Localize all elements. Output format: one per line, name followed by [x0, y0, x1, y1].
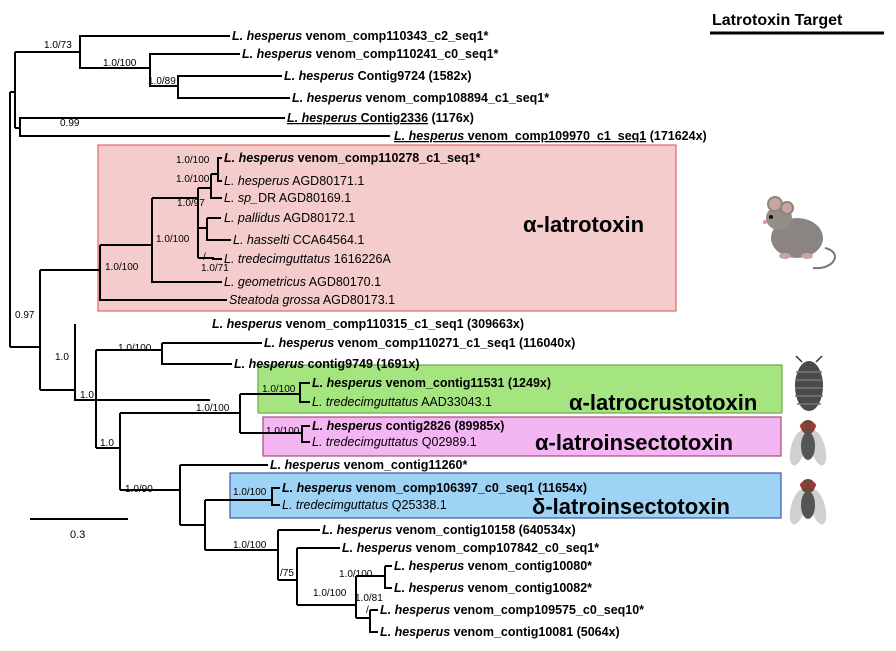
support-value: 1.0/81	[355, 593, 383, 604]
group-box-alpha-latrotoxin	[97, 144, 677, 312]
support-value: 1.0/71	[201, 263, 229, 274]
leaf-label: L. hesperus Contig9724 (1582x)	[284, 69, 472, 83]
leaf-label: L. hesperus venom_contig10158 (640534x)	[322, 523, 576, 537]
group-label-alpha-latrotoxin: α-latrotoxin	[523, 212, 644, 237]
support-value: 0.97	[15, 310, 35, 321]
leaf-label: L. hesperus AGD80171.1	[224, 174, 364, 188]
leaf-label: L. hesperus venom_comp110315_c1_seq1 (30…	[212, 317, 524, 331]
leaf-label: L. hesperus venom_comp109970_c1_seq1 (17…	[394, 129, 707, 143]
leaf-label: L. hesperus venom_comp110278_c1_seq1*	[224, 151, 481, 165]
support-value: 1.0/89	[148, 76, 176, 87]
leaf-label: L. hesperus venom_comp108894_c1_seq1*	[292, 91, 549, 105]
support-value: 1.0/73	[44, 40, 72, 51]
leaf-label: L. hesperus venom_comp107842_c0_seq1*	[342, 541, 599, 555]
support-value: 1.0/90	[125, 484, 153, 495]
support-value: 1.0	[80, 390, 94, 401]
group-box-alpha-latroinsectotoxin	[262, 416, 782, 457]
leaf-label: L. hesperus venom_contig11260*	[270, 458, 467, 472]
support-value: 1.0/100	[313, 588, 347, 599]
leaf-label: L. tredecimguttatus AAD33043.1	[312, 395, 492, 409]
group-label-alpha-latroinsectotoxin: α-latroinsectotoxin	[535, 430, 733, 455]
support-value: 0.99	[60, 118, 80, 129]
support-value: 1.0	[100, 438, 114, 449]
support-value: 1.0/100	[196, 403, 230, 414]
support-value: 1.0/100	[266, 426, 300, 437]
support-value: 1.0/100	[233, 540, 267, 551]
leaf-label: L. hesperus venom_contig10081 (5064x)	[380, 625, 620, 639]
leaf-label: L. hesperus Contig2336 (1176x)	[287, 111, 474, 125]
leaf-labels: L. hesperus venom_comp110343_c2_seq1* L.…	[212, 29, 707, 639]
fly-icon	[789, 420, 827, 466]
support-value: /	[203, 252, 206, 263]
support-value: 1.0/97	[177, 198, 205, 209]
leaf-label: L. hesperus venom_contig10080*	[394, 559, 592, 573]
leaf-label: L. hesperus venom_comp109575_c0_seq10*	[380, 603, 644, 617]
leaf-label: L. hesperus contig9749 (1691x)	[234, 357, 420, 371]
leaf-label: L. hesperus contig2826 (89985x)	[312, 419, 504, 433]
leaf-label: L. geometricus AGD80170.1	[224, 275, 381, 289]
support-value: 1.0	[55, 352, 69, 363]
mouse-icon	[763, 196, 836, 270]
woodlouse-icon	[795, 355, 823, 411]
support-value: 1.0/100	[176, 155, 210, 166]
group-box-alpha-latrocrustotoxin	[257, 364, 783, 414]
leaf-label: L. hasselti CCA64564.1	[233, 233, 364, 247]
leaf-label: L. sp_DR AGD80169.1	[224, 191, 351, 205]
support-value: 1.0/100	[156, 234, 190, 245]
support-value: /	[366, 605, 369, 616]
group-box-delta-latroinsectotoxin	[229, 472, 782, 519]
leaf-label: L. tredecimguttatus Q25338.1	[282, 498, 447, 512]
tree-branches	[9, 35, 392, 633]
leaf-label: L. tredecimguttatus 1616226A	[224, 252, 391, 266]
leaf-label: L. hesperus venom_comp106397_c0_seq1 (11…	[282, 481, 587, 495]
leaf-label: L. hesperus venom_comp110343_c2_seq1*	[232, 29, 489, 43]
scale-bar-label: 0.3	[70, 529, 85, 541]
leaf-label: Steatoda grossa AGD80173.1	[229, 293, 395, 307]
fly-icon	[789, 479, 827, 525]
leaf-label: L. hesperus venom_contig11531 (1249x)	[312, 376, 551, 390]
support-value: /75	[280, 568, 294, 579]
support-values: 1.0/73 1.0/100 1.0/89 0.99 0.97 1.0 1.0 …	[15, 40, 383, 616]
support-value: 1.0/100	[233, 487, 267, 498]
leaf-label: L. hesperus venom_comp110241_c0_seq1*	[242, 47, 499, 61]
support-value: 1.0/100	[103, 58, 137, 69]
group-label-delta-latroinsectotoxin: δ-latroinsectotoxin	[532, 494, 730, 519]
leaf-label: L. hesperus venom_contig10082*	[394, 581, 592, 595]
support-value: 1.0/100	[176, 174, 210, 185]
support-value: 1.0/100	[339, 569, 373, 580]
leaf-label: L. pallidus AGD80172.1	[224, 211, 355, 225]
support-value: 1.0/100	[118, 343, 152, 354]
support-value: 1.0/100	[105, 262, 139, 273]
group-label-alpha-latrocrustotoxin: α-latrocrustotoxin	[569, 390, 757, 415]
leaf-label: L. hesperus venom_comp110271_c1_seq1 (11…	[264, 336, 575, 350]
leaf-label: L. tredecimguttatus Q02989.1	[312, 435, 477, 449]
figure-title: Latrotoxin Target	[712, 12, 843, 29]
support-value: 1.0/100	[262, 384, 296, 395]
